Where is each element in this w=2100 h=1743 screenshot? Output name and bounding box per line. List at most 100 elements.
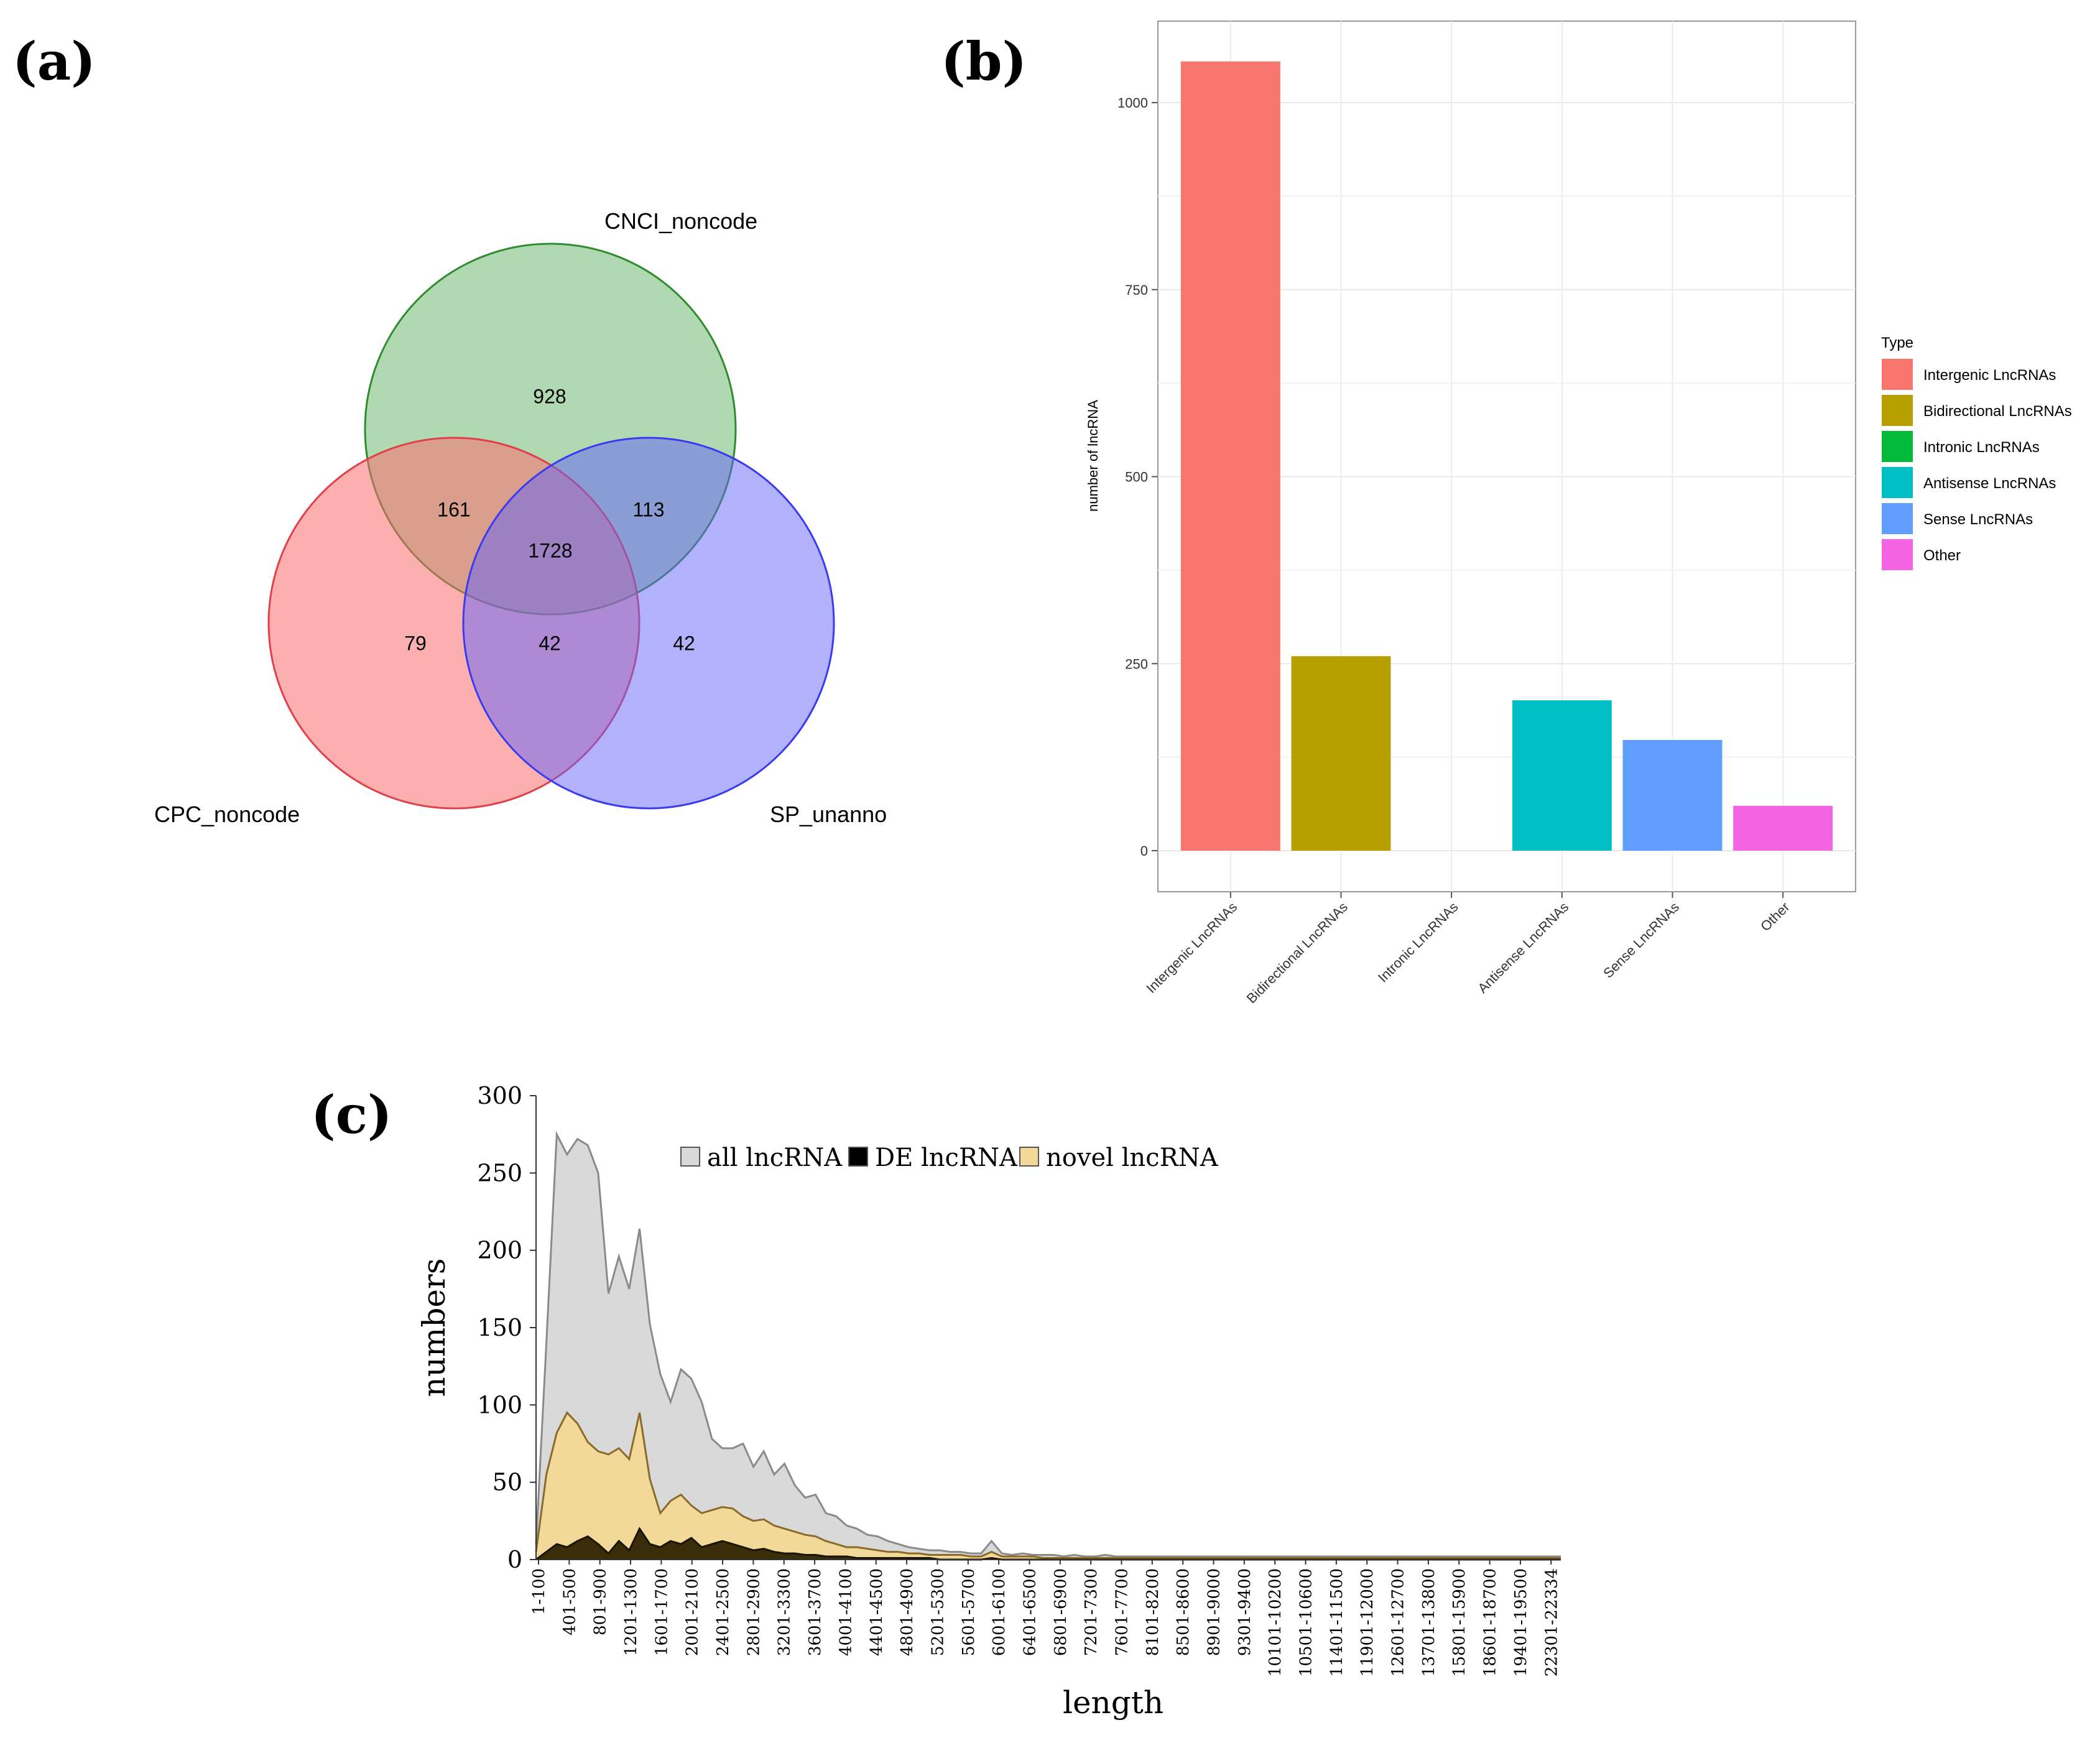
c-x-tick-label: 6001-6100 [990,1568,1009,1656]
c-x-tick-label: 801-900 [591,1568,610,1635]
b-legend: Type Intergenic LncRNAs Bidirectional Lnc… [1880,335,2072,571]
venn-set-label-sp: SP_unanno [770,802,887,827]
c-y-axis-title: numbers [416,1259,452,1397]
c-x-tick-label: 5601-5700 [960,1568,978,1656]
c-x-tick-label: 7601-7700 [1112,1568,1131,1656]
c-y-tick-label: 300 [477,1082,522,1109]
c-x-tick-label: 8101-8200 [1144,1568,1162,1656]
venn-region-cnci-only: 928 [533,385,566,407]
b-x-tick-label: Intergenic LncRNAs [1143,899,1240,996]
c-y-axis: 0 50 100 150 200 250 300 [477,1082,536,1573]
c-legend-swatch [680,1147,700,1167]
b-legend-label: Intronic LncRNAs [1923,439,2040,456]
c-x-tick-label: 1601-1700 [652,1568,671,1656]
c-legend-label: DE lncRNA [875,1144,1018,1172]
b-legend-swatch [1880,502,1914,535]
b-y-tick-label: 1000 [1117,95,1148,111]
b-bar-bidirectional-lncrnas [1291,656,1391,851]
c-x-tick-label: 1-100 [530,1568,548,1615]
c-x-tick-label: 4401-4500 [867,1568,886,1656]
b-bars [1180,61,1833,851]
c-x-tick-label: 8901-9000 [1205,1568,1224,1656]
venn-circle-sp [462,437,835,810]
c-y-tick-label: 50 [493,1469,522,1496]
c-x-tick-label: 18601-18700 [1481,1568,1500,1676]
c-x-tick-label: 11901-12000 [1358,1568,1377,1676]
b-y-axis: 0 250 500 750 1000 [1117,95,1158,859]
c-x-tick-label: 9301-9400 [1236,1568,1254,1656]
b-y-axis-title: number of lncRNA [1085,400,1101,512]
b-legend-swatch [1880,538,1914,571]
c-x-axis: 1-100 401-500 801-900 1201-1300 1601-1700 200… [530,1560,1561,1676]
b-bar-intergenic-lncrnas [1180,61,1280,851]
c-y-tick-label: 250 [477,1159,522,1186]
c-y-tick-label: 150 [477,1314,522,1341]
c-legend-label: all lncRNA [707,1144,843,1172]
c-y-tick-label: 100 [477,1391,522,1418]
b-bar-sense-lncrnas [1622,739,1723,851]
c-x-tick-label: 6801-6900 [1052,1568,1070,1656]
b-x-tick-label: Other [1757,899,1793,935]
c-x-tick-label: 3601-3700 [806,1568,825,1656]
b-legend-swatch [1880,466,1914,499]
b-legend-swatch [1880,358,1914,391]
c-legend-swatch [1019,1147,1039,1167]
b-legend-label: Intergenic LncRNAs [1923,367,2056,384]
c-x-tick-label: 7201-7300 [1082,1568,1101,1656]
c-x-tick-label: 3201-3300 [775,1568,794,1656]
b-bar-other [1733,805,1833,851]
c-y-tick-label: 0 [507,1546,522,1573]
c-legend-swatch [848,1147,868,1167]
c-x-tick-label: 1201-1300 [622,1568,641,1656]
b-legend-label: Bidirectional LncRNAs [1923,403,2072,420]
venn-region-cnci-sp: 113 [632,498,664,520]
c-area-series [535,1130,1561,1561]
b-legend-swatch [1880,394,1914,427]
c-x-tick-label: 10501-10600 [1297,1568,1316,1676]
panel-b-label: (b) [941,30,1027,92]
c-x-tick-label: 6401-6500 [1020,1568,1039,1656]
panel-a-venn: (a) CNCI_noncode CPC_noncode SP_unanno 9… [12,30,887,827]
c-x-tick-label: 8501-8600 [1174,1568,1193,1656]
c-x-axis-title: length [1063,1685,1163,1721]
c-x-tick-label: 401-500 [560,1568,579,1635]
panel-a-label: (a) [12,30,96,92]
b-legend-label: Sense LncRNAs [1923,511,2033,528]
b-legend-label: Antisense LncRNAs [1923,475,2056,492]
c-x-tick-label: 22301-22334 [1542,1568,1561,1676]
b-legend-title: Type [1881,335,1913,351]
b-y-tick-label: 500 [1125,469,1148,485]
c-x-tick-label: 10101-10200 [1266,1568,1285,1676]
c-x-tick-label: 19401-19500 [1512,1568,1530,1676]
b-bar-antisense-lncrnas [1512,700,1612,851]
venn-region-cnci-cpc: 161 [437,498,470,520]
panel-c-label: (c) [311,1084,392,1145]
c-x-tick-label: 4801-4900 [898,1568,917,1656]
c-x-tick-label: 4001-4100 [836,1568,855,1656]
b-x-tick-label: Intronic LncRNAs [1375,899,1461,986]
c-x-tick-label: 11401-11500 [1328,1568,1346,1676]
c-x-tick-label: 15801-15900 [1450,1568,1469,1676]
panel-c-area-chart: (c) 0 50 100 150 200 250 300 1-100 401-500 801-9… [311,1082,1561,1721]
venn-region-all-three: 1728 [528,539,572,562]
b-legend-label: Other [1923,547,1961,564]
venn-set-label-cnci: CNCI_noncode [604,208,757,234]
b-x-tick-label: Antisense LncRNAs [1474,899,1571,996]
c-x-tick-label: 2401-2500 [714,1568,733,1656]
c-x-tick-label: 2001-2100 [683,1568,702,1656]
c-x-tick-label: 2801-2900 [744,1568,763,1656]
c-legend-label: novel lncRNA [1046,1144,1219,1172]
b-x-tick-label: Sense LncRNAs [1600,899,1682,981]
venn-region-cpc-sp: 42 [539,632,561,654]
c-line-all-lncrna [535,1130,1561,1558]
b-x-tick-label: Bidirectional LncRNAs [1244,899,1351,1006]
c-x-tick-label: 12601-12700 [1389,1568,1408,1676]
b-y-tick-label: 750 [1125,282,1148,298]
venn-set-label-cpc: CPC_noncode [154,802,300,827]
c-y-tick-label: 200 [477,1237,522,1264]
c-x-tick-label: 13701-13800 [1420,1568,1438,1676]
b-y-tick-label: 0 [1140,843,1148,859]
c-area-all-lncrna [536,1134,1561,1560]
